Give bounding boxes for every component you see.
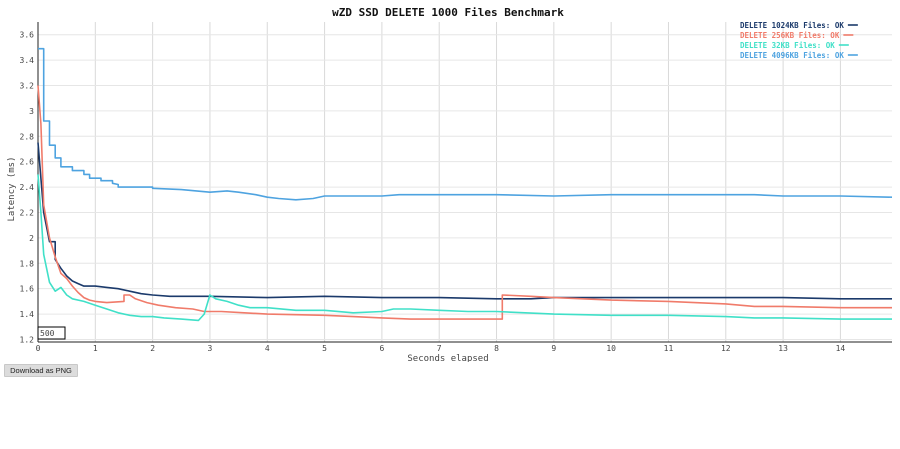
annotation-box: 500 — [37, 326, 66, 340]
y-tick-label: 2 — [29, 234, 34, 243]
y-tick-label: 2.6 — [20, 158, 35, 167]
y-tick-label: 1.8 — [20, 259, 35, 268]
x-tick-label: 13 — [778, 344, 788, 353]
y-tick-label: 2.4 — [20, 183, 35, 192]
x-tick-label: 12 — [721, 344, 731, 353]
series-line-3 — [38, 47, 893, 201]
x-tick-label: 10 — [606, 344, 616, 353]
x-tick-label: 7 — [437, 344, 442, 353]
y-tick-label: 1.6 — [20, 285, 35, 294]
x-tick-label: 3 — [208, 344, 213, 353]
x-tick-label: 8 — [494, 344, 499, 353]
chart-title: wZD SSD DELETE 1000 Files Benchmark — [332, 6, 564, 19]
y-tick-label: 2.2 — [20, 208, 35, 217]
chart-ticks: 0 1 2 3 4 5 6 7 8 9 10 11 12 13 141.21.41.61.822.22.42… — [20, 31, 846, 353]
x-tick-label: 1 — [93, 344, 98, 353]
chart-axes — [37, 22, 892, 343]
x-tick-label: 5 — [322, 344, 327, 353]
y-tick-label: 1.2 — [20, 335, 35, 344]
chart-grid — [37, 22, 892, 342]
y-tick-label: 3.6 — [20, 31, 35, 40]
x-tick-label: 6 — [379, 344, 384, 353]
x-tick-label: 9 — [551, 344, 556, 353]
legend-entry[interactable]: DELETE 32KB Files: OK — [740, 41, 835, 50]
x-tick-label: 2 — [150, 344, 155, 353]
y-tick-label: 3.2 — [20, 81, 35, 90]
y-tick-label: 2.8 — [20, 132, 35, 141]
series-line-0 — [37, 142, 892, 300]
legend-entry[interactable]: DELETE 256KB Files: OK — [740, 31, 840, 40]
y-tick-label: 3 — [29, 107, 34, 116]
x-axis-label: Seconds elapsed — [407, 354, 488, 362]
y-axis-label: Latency (ms) — [7, 156, 17, 221]
y-tick-label: 3.4 — [20, 56, 35, 65]
x-tick-label: 11 — [664, 344, 674, 353]
series-line-1 — [37, 85, 892, 320]
x-tick-label: 14 — [836, 344, 846, 353]
x-tick-label: 4 — [265, 344, 270, 353]
x-tick-label: 0 — [36, 344, 41, 353]
legend-entry[interactable]: DELETE 4096KB Files: OK — [740, 51, 844, 60]
y-tick-label: 1.4 — [20, 310, 35, 319]
download-png-button[interactable]: Download as PNG — [4, 364, 78, 377]
legend-entry[interactable]: DELETE 1024KB Files: OK — [740, 21, 844, 30]
annotation-label: 500 — [40, 329, 55, 338]
chart-series — [37, 47, 893, 322]
series-line-2 — [37, 174, 892, 322]
